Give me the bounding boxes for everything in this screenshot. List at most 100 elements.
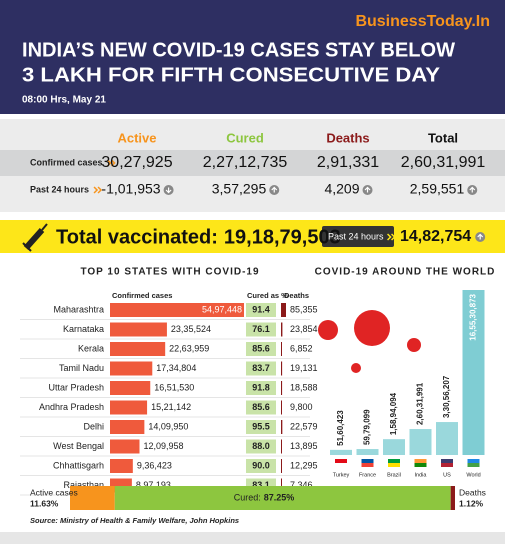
world-bar [383,439,405,455]
state-name: West Bengal [53,441,104,451]
column-header: Deaths [326,130,369,145]
state-name: Uttar Pradesh [48,382,104,392]
death-bar [281,322,283,337]
flag [335,459,347,463]
summary-value: 2,91,331 [317,154,379,171]
death-value: 23,854 [290,324,318,334]
flag [414,459,427,463]
world-value: 16,55,30,873 [469,293,478,340]
row-label: Confirmed cases [30,157,103,167]
world-bar [330,449,352,455]
state-value: 22,63,959 [169,343,209,353]
summary-value: 4,209 [324,181,359,197]
breakdown-segment [450,486,455,510]
active-pct: 11.63% [30,498,59,508]
death-value: 12,295 [290,460,318,470]
states-header: Confirmed cases [112,291,172,300]
column-header: Total [428,130,458,145]
state-bar [110,420,145,434]
world-value: 59,79,099 [363,409,372,445]
state-value: 14,09,950 [148,421,188,431]
state-value: 12,09,958 [143,441,183,451]
summary-value: 3,57,295 [212,181,267,197]
state-name: Delhi [83,421,104,431]
state-bar [110,303,244,317]
state-value: 23,35,524 [171,324,211,334]
state-name: Kerala [78,343,104,353]
flag [441,463,453,467]
country-name: Turkey [333,472,350,478]
chevron [391,233,396,241]
death-value: 22,579 [290,421,318,431]
country-name: Brazil [387,472,401,478]
cured-box [246,459,276,473]
states-header: Deaths [284,291,309,300]
virus-decor [318,310,421,373]
header-band [0,0,505,114]
syringe-icon [22,223,48,252]
death-bar [281,342,282,356]
death-bar [281,303,286,317]
state-bar [110,381,151,395]
death-bar [281,361,283,376]
summary-value: 2,60,31,991 [401,154,486,171]
cured-box [246,303,276,317]
country-name: US [443,472,451,478]
breakdown-segment [70,486,115,510]
state-name: Rajasthan [63,480,104,490]
syringe-plunger [22,242,32,252]
death-bar [281,478,282,493]
cured-box [246,342,276,356]
deaths-label: Deaths [459,487,486,497]
death-value: 7,346 [290,480,313,490]
breakdown-segment [114,486,451,510]
cured-value: 76.1 [252,324,270,334]
cured-value: 85.6 [252,402,270,412]
state-value: 9,36,423 [137,460,172,470]
cured-pct: 87.25% [264,492,295,502]
flag [467,459,480,463]
world-bar [356,449,379,455]
flag [441,459,453,463]
vaccinated-label: Total vaccinated: [56,226,218,248]
country-name: India [415,472,428,478]
state-name: Karnataka [63,324,104,334]
cured-value: 83.1 [252,480,270,490]
cured-value: 91.4 [252,304,270,314]
state-name: Maharashtra [53,304,104,314]
virus [354,310,390,346]
brand: BusinessToday.In [355,13,490,30]
chevron [97,186,103,194]
flag [335,463,347,467]
state-name: Andhra Pradesh [39,402,104,412]
state-bar [110,439,140,454]
world-value: 3,30,56,207 [442,375,451,418]
state-value: 17,34,804 [156,363,196,373]
chevron [93,186,99,194]
death-bar [281,439,282,454]
cured-box [246,381,276,395]
chevron [111,159,116,167]
world-bar [436,422,458,455]
cured-label: Cured: [234,492,261,502]
timestamp: 08:00 Hrs, May 21 [22,95,106,106]
cured-box [246,361,276,376]
cured-value: 85.6 [252,343,270,353]
cured-box [246,322,276,337]
flag [414,463,427,467]
flag [388,463,400,467]
past-box [322,226,394,247]
country-name: France [359,472,376,478]
state-bar [110,400,148,415]
title-line: 3 LAKH FOR FIFTH CONSECUTIVE DAY [22,64,441,86]
cured-value: 88.0 [252,441,270,451]
state-bar [110,361,153,376]
source: Source: Ministry of Health & Family Welf… [30,516,239,525]
flag [361,463,374,467]
cured-box [246,420,276,434]
footer-band [0,532,505,544]
chevron [107,159,112,167]
cured-value: 95.5 [252,421,270,431]
states-title: TOP 10 STATES WITH COVID-19 [80,267,259,278]
